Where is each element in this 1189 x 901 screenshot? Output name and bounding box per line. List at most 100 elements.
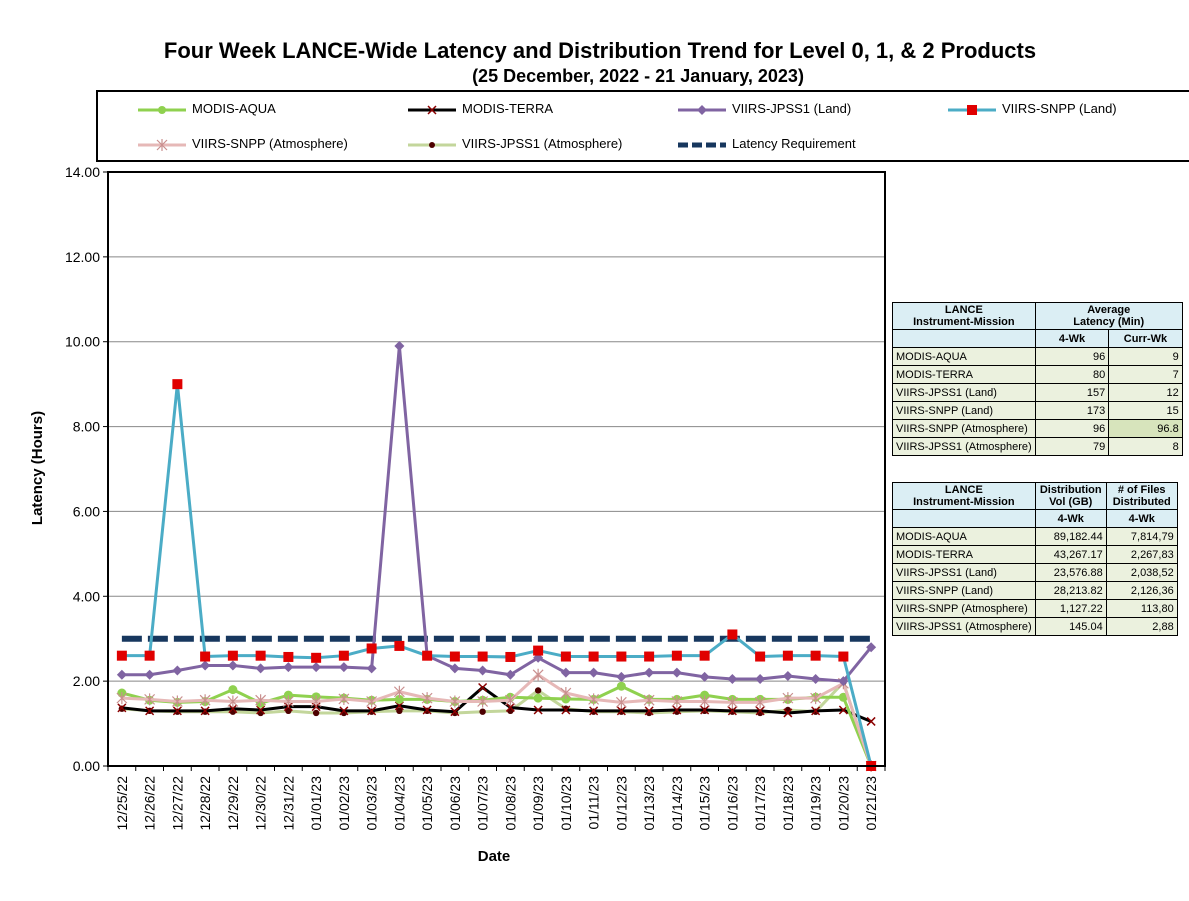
x-tick-label: 12/25/22 xyxy=(114,776,130,831)
value-cell: 7 xyxy=(1108,365,1183,384)
value-cell: 43,267.17 xyxy=(1034,545,1107,564)
data-point xyxy=(616,706,626,716)
legend-label: VIIRS-SNPP (Land) xyxy=(1002,101,1117,116)
row-label-cell: VIIRS-SNPP (Land) xyxy=(892,401,1036,420)
y-tick-label: 14.00 xyxy=(65,164,100,180)
value-cell: 96 xyxy=(1034,347,1110,366)
data-point xyxy=(644,706,654,716)
data-point xyxy=(116,650,127,661)
data-point xyxy=(338,662,349,673)
y-tick-label: 0.00 xyxy=(73,758,100,774)
data-point xyxy=(200,660,211,671)
x-tick-label: 01/16/23 xyxy=(724,776,740,831)
data-point xyxy=(672,705,682,715)
data-point xyxy=(811,706,821,716)
value-cell: 157 xyxy=(1034,383,1110,402)
data-point xyxy=(561,705,571,715)
data-point xyxy=(396,707,403,715)
value-cell: 2,267,83 xyxy=(1105,545,1178,564)
header-cell: LANCE Instrument-Mission xyxy=(892,302,1036,330)
row-label-cell: VIIRS-SNPP (Atmosphere) xyxy=(892,419,1036,438)
y-tick-label: 8.00 xyxy=(73,419,100,435)
value-cell: 173 xyxy=(1034,401,1110,420)
legend-label: VIIRS-JPSS1 (Atmosphere) xyxy=(462,136,623,151)
header-cell xyxy=(892,329,1036,348)
data-point xyxy=(782,671,793,682)
data-point xyxy=(671,695,683,708)
data-point xyxy=(588,651,599,662)
data-point xyxy=(144,650,155,661)
data-point xyxy=(311,662,322,673)
legend-label: VIIRS-JPSS1 (Land) xyxy=(732,101,852,116)
data-point xyxy=(699,671,710,682)
value-cell: 113,80 xyxy=(1105,599,1178,618)
value-cell: 2,88 xyxy=(1105,617,1178,636)
data-point xyxy=(228,704,238,714)
x-tick-label: 01/03/23 xyxy=(364,776,380,831)
chart-subtitle: (25 December, 2022 - 21 January, 2023) xyxy=(472,66,804,86)
row-label-cell: VIIRS-SNPP (Atmosphere) xyxy=(892,599,1036,618)
data-point xyxy=(782,692,794,705)
series-line-modis-aqua xyxy=(121,684,873,767)
data-point xyxy=(338,650,349,661)
series-line-viirs-snpp-atmosphere xyxy=(121,673,873,767)
data-point xyxy=(199,694,211,707)
row-label-cell: VIIRS-JPSS1 (Land) xyxy=(892,563,1036,582)
row-label-cell: VIIRS-SNPP (Land) xyxy=(892,581,1036,600)
data-point xyxy=(366,663,377,674)
data-point xyxy=(172,379,183,390)
table-row: VIIRS-SNPP (Atmosphere) 1,127.22 113,80 xyxy=(892,599,1178,618)
data-point xyxy=(643,694,655,707)
data-point xyxy=(422,705,432,715)
row-label-cell: MODIS-AQUA xyxy=(892,347,1036,366)
value-cell: 23,576.88 xyxy=(1034,563,1107,582)
data-point xyxy=(449,695,461,708)
value-cell: 145.04 xyxy=(1034,617,1107,636)
data-point xyxy=(866,716,876,726)
data-point xyxy=(533,705,543,715)
header-cell: 4-Wk xyxy=(1105,509,1178,528)
x-tick-label: 01/05/23 xyxy=(419,776,435,831)
data-point xyxy=(810,692,822,705)
data-point xyxy=(727,706,737,716)
data-point xyxy=(505,669,516,680)
data-point xyxy=(727,629,738,640)
data-point xyxy=(616,671,627,682)
value-cell: 28,213.82 xyxy=(1034,581,1107,600)
data-point xyxy=(394,640,405,651)
legend-label: MODIS-AQUA xyxy=(192,101,276,116)
legend-label: VIIRS-SNPP (Atmosphere) xyxy=(192,136,348,151)
data-point xyxy=(838,651,849,662)
data-point xyxy=(478,682,488,693)
x-tick-label: 12/30/22 xyxy=(253,776,269,831)
y-axis-label: Latency (Hours) xyxy=(29,411,46,525)
data-point xyxy=(560,687,572,700)
row-label-cell: VIIRS-JPSS1 (Atmosphere) xyxy=(892,617,1036,636)
data-point xyxy=(393,685,405,698)
y-tick-label: 6.00 xyxy=(73,503,100,519)
data-point xyxy=(533,645,544,656)
value-cell: 89,182.44 xyxy=(1034,527,1107,546)
data-point xyxy=(866,642,877,653)
data-point xyxy=(726,696,738,709)
data-point xyxy=(227,650,238,661)
value-cell: 2,126,36 xyxy=(1105,581,1178,600)
value-cell: 96 xyxy=(1034,419,1110,438)
latency-table: LANCE Instrument-Mission Average Latency (… xyxy=(892,302,1183,456)
data-point xyxy=(283,690,293,700)
data-point xyxy=(116,692,128,705)
x-tick-label: 01/14/23 xyxy=(669,776,685,831)
x-tick-label: 01/20/23 xyxy=(835,776,851,831)
x-tick-label: 01/04/23 xyxy=(391,776,407,831)
data-point xyxy=(171,695,183,708)
data-point xyxy=(533,693,543,703)
x-tick-label: 01/17/23 xyxy=(752,776,768,831)
header-cell: # of Files Distributed xyxy=(1105,482,1178,510)
data-point xyxy=(283,662,294,673)
header-cell: 4-Wk xyxy=(1034,509,1107,528)
x-axis-label: Date xyxy=(478,848,511,865)
data-point xyxy=(644,651,655,662)
data-point xyxy=(172,665,183,676)
data-point xyxy=(144,693,156,706)
data-point xyxy=(117,703,127,713)
